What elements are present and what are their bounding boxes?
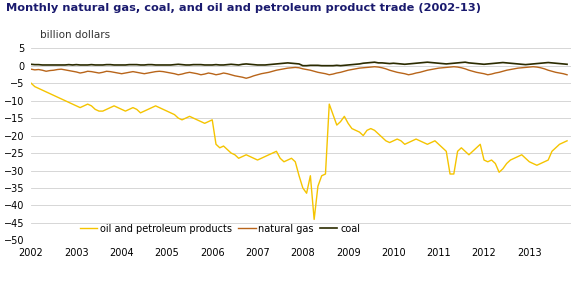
natural gas	[28, 68, 34, 71]
coal	[209, 63, 216, 67]
natural gas	[564, 73, 570, 76]
oil and petroleum products	[47, 92, 53, 95]
Text: billion dollars: billion dollars	[40, 30, 110, 40]
coal	[371, 60, 378, 64]
oil and petroleum products	[167, 111, 174, 115]
natural gas	[269, 70, 276, 73]
natural gas	[167, 71, 174, 75]
coal	[28, 63, 34, 66]
Legend: oil and petroleum products, natural gas, coal: oil and petroleum products, natural gas,…	[76, 220, 364, 237]
oil and petroleum products	[247, 155, 254, 158]
coal	[47, 63, 53, 67]
natural gas	[250, 74, 257, 78]
coal	[73, 63, 80, 66]
coal	[564, 63, 570, 66]
coal	[167, 63, 174, 67]
natural gas	[47, 69, 53, 72]
coal	[247, 63, 254, 66]
natural gas	[73, 70, 80, 74]
Text: Monthly natural gas, coal, and oil and petroleum product trade (2002-13): Monthly natural gas, coal, and oil and p…	[6, 3, 481, 13]
oil and petroleum products	[310, 218, 317, 221]
Line: coal: coal	[31, 62, 567, 66]
coal	[266, 63, 273, 66]
oil and petroleum products	[73, 104, 80, 107]
Line: oil and petroleum products: oil and petroleum products	[31, 83, 567, 219]
natural gas	[371, 65, 378, 68]
oil and petroleum products	[564, 139, 570, 142]
oil and petroleum products	[266, 153, 273, 156]
coal	[300, 64, 306, 67]
natural gas	[243, 77, 250, 80]
oil and petroleum products	[28, 82, 34, 85]
natural gas	[209, 72, 216, 76]
oil and petroleum products	[209, 118, 216, 121]
Line: natural gas: natural gas	[31, 67, 567, 78]
